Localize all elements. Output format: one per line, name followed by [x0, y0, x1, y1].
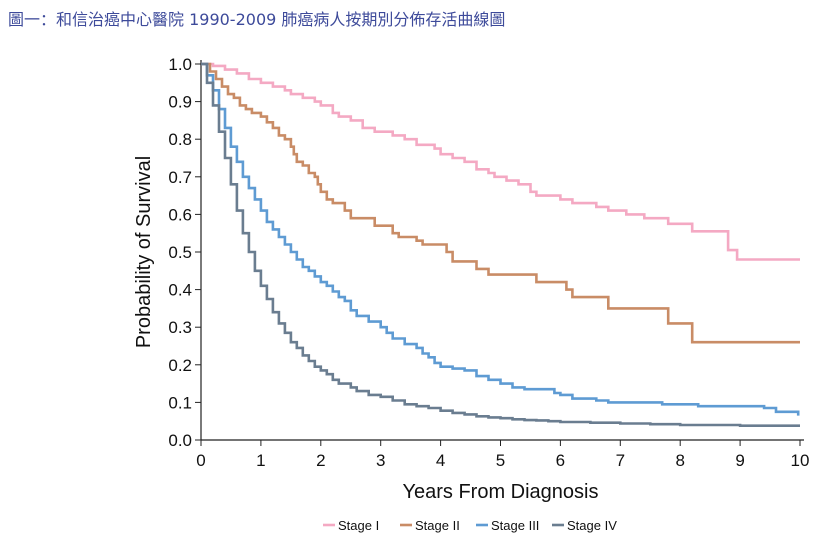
legend: Stage I Stage II Stage III Stage IV — [323, 518, 617, 533]
x-tick-label: 4 — [436, 451, 445, 470]
y-tick-label: 0.8 — [168, 130, 192, 149]
x-tick-label: 3 — [376, 451, 385, 470]
y-tick-label: 1.0 — [168, 55, 192, 74]
legend-label: Stage III — [491, 518, 539, 533]
x-axis-title: Years From Diagnosis — [402, 481, 598, 503]
y-tick-label: 0.9 — [168, 93, 192, 112]
y-tick-label: 0.3 — [168, 318, 192, 337]
y-tick-label: 0.2 — [168, 356, 192, 375]
y-tick-label: 0.0 — [168, 431, 192, 450]
chart-axes: 0 1 2 3 4 5 6 7 8 9 10 0.0 0.1 0.2 0.3 0.4 0.5 0.6 0.7 0.8 0… — [168, 55, 809, 470]
series-line-4 — [201, 62, 800, 427]
series-line-1 — [201, 62, 800, 261]
x-tick-label: 2 — [316, 451, 325, 470]
series-line-2 — [201, 62, 800, 344]
series-layer — [201, 62, 800, 427]
y-tick-label: 0.4 — [168, 281, 192, 300]
y-tick-label: 0.5 — [168, 243, 192, 262]
x-tick-label: 0 — [196, 451, 205, 470]
series-line-3 — [201, 62, 800, 416]
x-tick-label: 6 — [556, 451, 565, 470]
legend-label: Stage II — [415, 518, 460, 533]
legend-label: Stage IV — [567, 518, 617, 533]
y-tick-label: 0.6 — [168, 205, 192, 224]
x-tick-label: 5 — [496, 451, 505, 470]
x-tick-label: 8 — [675, 451, 684, 470]
x-tick-label: 9 — [735, 451, 744, 470]
x-tick-label: 1 — [256, 451, 265, 470]
y-tick-label: 0.1 — [168, 393, 192, 412]
figure-title: 圖一：和信治癌中心醫院 1990-2009 肺癌病人按期別分佈存活曲線圖 — [8, 10, 506, 29]
y-axis-title: Probability of Survival — [133, 156, 155, 348]
legend-label: Stage I — [338, 518, 379, 533]
y-tick-label: 0.7 — [168, 168, 192, 187]
x-tick-label: 10 — [791, 451, 810, 470]
x-tick-label: 7 — [616, 451, 625, 470]
